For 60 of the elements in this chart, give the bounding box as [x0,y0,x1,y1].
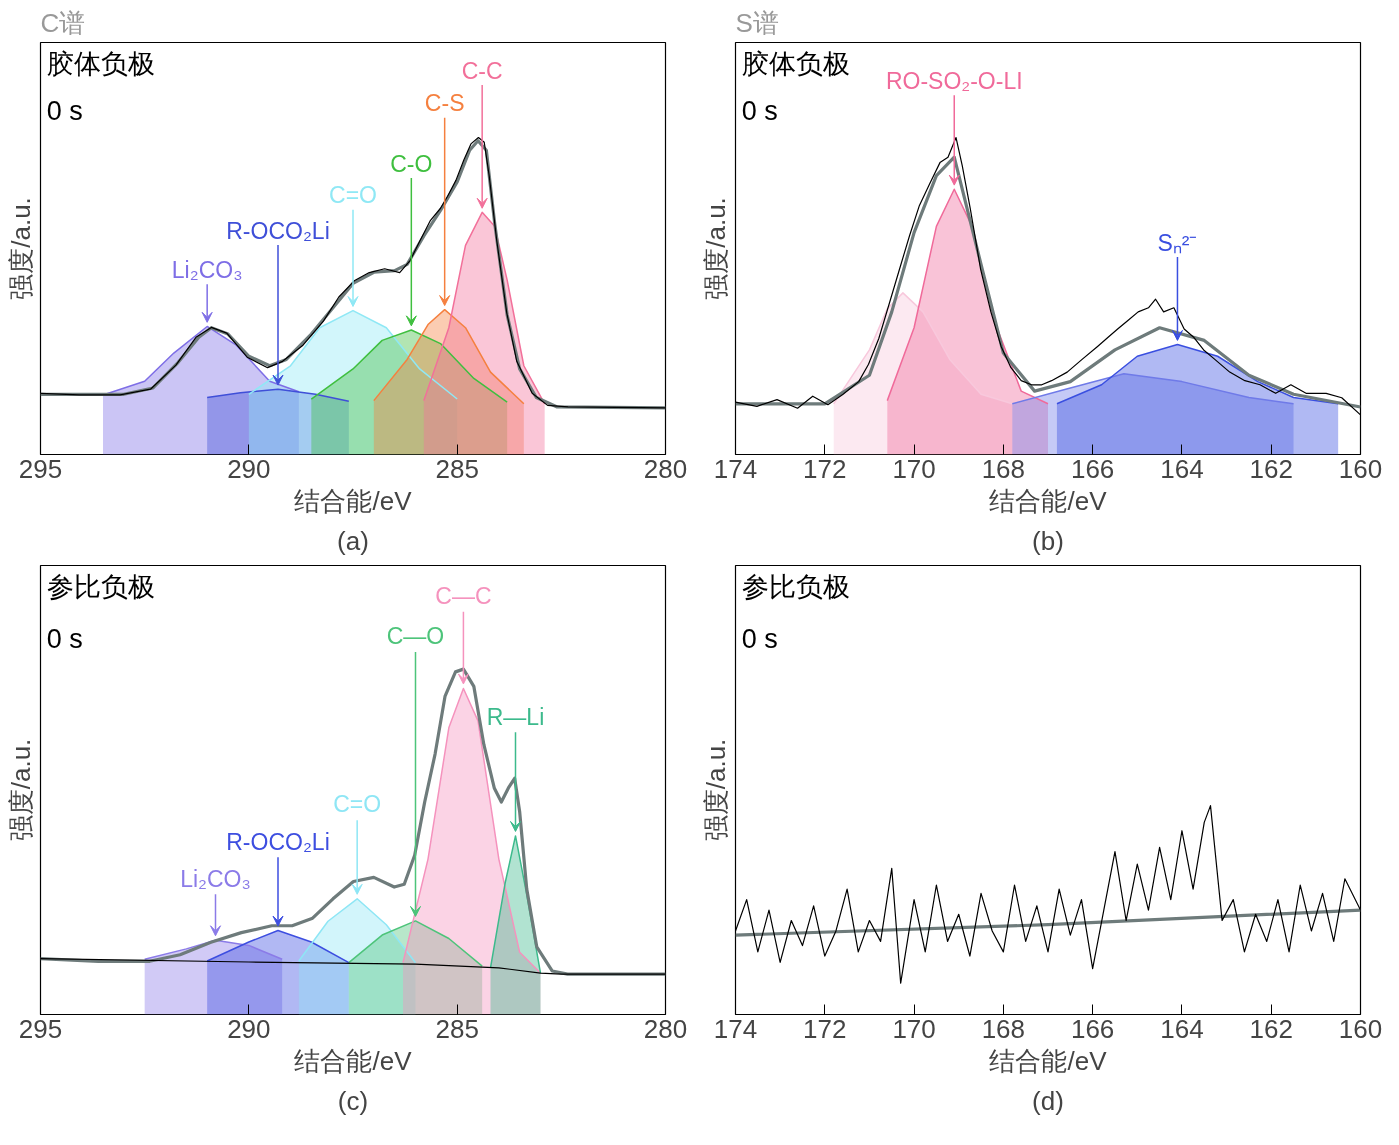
x-tick-label: 295 [18,453,63,484]
x-tick-label: 164 [1160,1013,1204,1044]
text: C-C [461,57,503,84]
x-tick-label: 168 [981,453,1026,484]
text: C—O [386,623,445,650]
text: C-O [390,150,433,177]
text: 胶体负极 [741,48,850,79]
x-tick-label: 285 [435,453,479,484]
text: R-OCO₂Li [226,828,330,855]
text: 0 s [741,623,778,654]
text: 胶体负极 [46,48,155,79]
y-axis-title: 强度/a.u. [5,197,36,300]
x-axis-title: 结合能/eV [989,1045,1108,1076]
x-axis-title: 结合能/eV [294,485,413,516]
x-tick-label: 174 [713,1013,758,1044]
x-tick-label: 162 [1249,453,1293,484]
text: 0 s [46,623,83,654]
x-tick-label: 290 [227,1013,271,1044]
text: 参比负极 [741,572,850,603]
x-axis-title: 结合能/eV [294,1045,413,1076]
x-tick-label: 280 [643,453,688,484]
y-axis-title: 强度/a.u. [700,738,731,842]
text: (d) [1032,1085,1064,1116]
text: 0 s [741,96,778,127]
text: (a) [337,525,369,556]
text: 0 s [46,96,83,127]
text: C=O [329,182,377,209]
x-tick-label: 172 [803,1013,847,1044]
x-tick-label: 160 [1338,1013,1383,1044]
text: Li₂CO₃ [180,865,251,892]
x-tick-label: 172 [803,453,847,484]
x-tick-label: 166 [1070,453,1115,484]
x-tick-label: 280 [643,1013,688,1044]
x-axis-title: 结合能/eV [989,485,1108,516]
text: (c) [337,1085,369,1116]
x-tick-label: 174 [713,453,758,484]
chart-title: S谱 [735,7,779,38]
text: C-S [424,90,465,117]
text: Li₂CO₃ [171,256,243,283]
x-tick-label: 285 [435,1013,479,1044]
x-tick-label: 160 [1338,453,1383,484]
x-tick-label: 168 [981,1013,1026,1044]
text: 参比负极 [46,572,155,603]
x-tick-label: 295 [18,1013,63,1044]
x-tick-label: 166 [1070,1013,1115,1044]
text: C=O [333,791,382,818]
x-tick-label: 164 [1160,453,1204,484]
text: RO-SO₂-O-LI [885,67,1023,94]
chart-title: C谱 [40,7,86,38]
text: C—C [435,583,492,610]
x-tick-label: 170 [892,1013,936,1044]
x-tick-label: 170 [892,453,936,484]
y-axis-title: 强度/a.u. [700,197,731,300]
text: (b) [1032,525,1064,556]
text: R-OCO₂Li [226,217,330,244]
y-axis-title: 强度/a.u. [5,738,36,842]
text: Sₙ²⁻ [1157,229,1198,256]
x-tick-label: 290 [227,453,271,484]
text: R—Li [486,703,545,730]
x-tick-label: 162 [1249,1013,1293,1044]
